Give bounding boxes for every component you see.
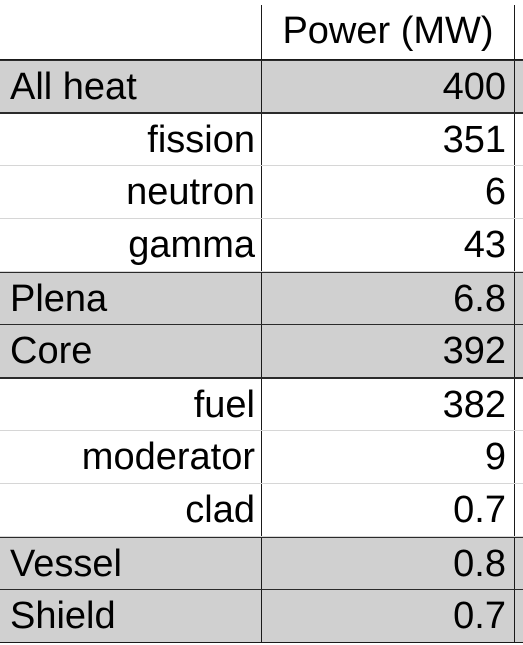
table-row: All heat 400 [0,60,523,113]
row-value-cell[interactable]: 400 [262,61,515,112]
row-value-cell[interactable]: 392 [262,325,515,377]
header-power-cell[interactable]: Power (MW) [262,5,515,59]
row-value-cell[interactable]: 43 [262,219,515,271]
row-value-cell[interactable]: 9 [262,431,515,483]
row-label-cell[interactable]: Vessel [0,538,262,589]
row-label-cell[interactable]: Plena [0,273,262,324]
table-row: gamma 43 [0,219,523,272]
power-table: Power (MW) All heat 400 fission 351 neut… [0,5,523,643]
row-label-cell[interactable]: moderator [0,431,262,483]
row-value-cell[interactable]: 382 [262,379,515,430]
table-row: fission 351 [0,113,523,166]
row-label-cell[interactable]: neutron [0,166,262,218]
row-label-cell[interactable]: All heat [0,61,262,112]
table-row: clad 0.7 [0,484,523,537]
table-row: moderator 9 [0,431,523,484]
row-value-cell[interactable]: 6.8 [262,273,515,324]
table-row: neutron 6 [0,166,523,219]
table-header-row: Power (MW) [0,5,523,60]
row-label-cell[interactable]: fuel [0,379,262,430]
table-row: Plena 6.8 [0,272,523,325]
table-row: Core 392 [0,325,523,378]
row-value-cell[interactable]: 6 [262,166,515,218]
row-value-cell[interactable]: 0.7 [262,590,515,642]
row-value-cell[interactable]: 0.7 [262,484,515,536]
row-label-cell[interactable]: gamma [0,219,262,271]
row-label-cell[interactable]: Shield [0,590,262,642]
table-row: Shield 0.7 [0,590,523,643]
row-label-cell[interactable]: Core [0,325,262,377]
row-value-cell[interactable]: 0.8 [262,538,515,589]
row-value-cell[interactable]: 351 [262,114,515,165]
table-row: Vessel 0.8 [0,537,523,590]
row-label-cell[interactable]: clad [0,484,262,536]
header-label-cell[interactable] [0,5,262,59]
table-row: fuel 382 [0,378,523,431]
row-label-cell[interactable]: fission [0,114,262,165]
